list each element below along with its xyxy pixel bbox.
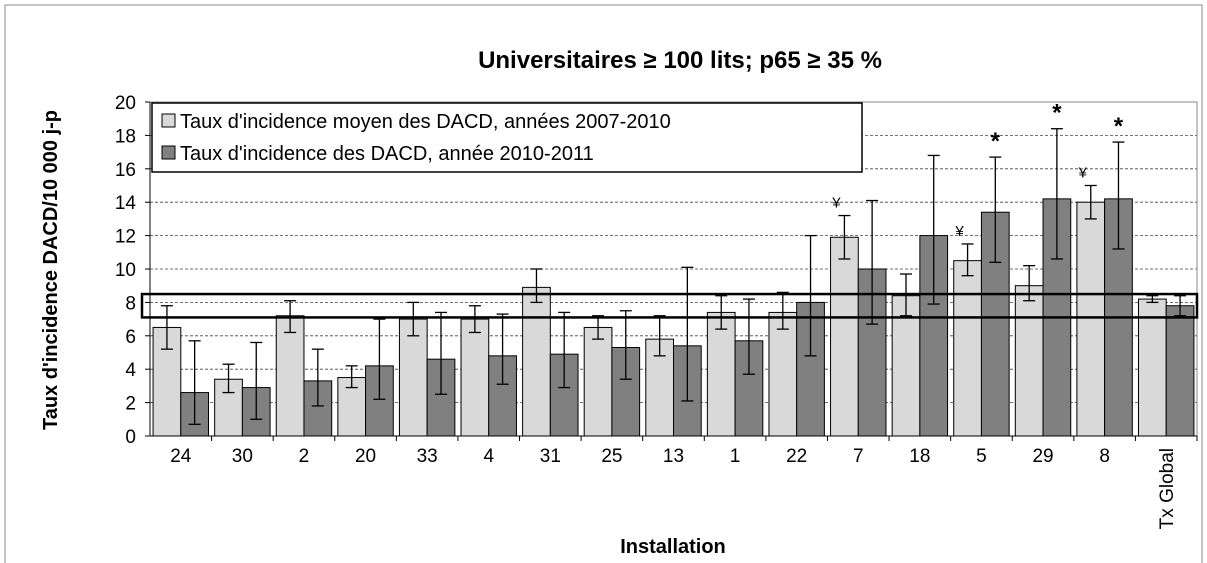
x-tick-label: 29: [1032, 446, 1053, 467]
x-tick-label: 24: [170, 446, 192, 467]
error-bar: [592, 315, 605, 340]
error-bar: [558, 311, 571, 389]
y-tick-label: 0: [125, 427, 136, 448]
x-tick-label: 4: [483, 446, 494, 467]
legend-box: [151, 102, 863, 173]
y-axis-label: Taux d'incidence DACD/10 000 j-p: [40, 110, 62, 430]
bar: [706, 311, 736, 437]
error-bar: [222, 363, 235, 394]
error-bar: [838, 214, 851, 260]
bar: [830, 236, 859, 437]
legend-swatch: [161, 113, 176, 128]
significance-marker: ¥: [831, 195, 841, 212]
error-bar: [250, 341, 263, 420]
legend-swatch: [161, 145, 176, 160]
x-tick-label: 25: [601, 446, 622, 467]
error-bar: [961, 243, 974, 277]
bar: [768, 311, 798, 437]
error-bar: [681, 266, 694, 402]
y-tick-label: 14: [115, 193, 137, 214]
bar: [1076, 201, 1106, 437]
error-bar: [311, 348, 324, 407]
x-tick-label: 30: [232, 446, 253, 467]
x-tick-label: 1: [730, 446, 741, 467]
error-bar: [804, 234, 817, 357]
x-tick-label: 31: [540, 446, 561, 467]
bar: [953, 260, 982, 437]
x-tick-label: 8: [1099, 446, 1110, 467]
bar: [583, 326, 613, 437]
x-tick-label: 22: [786, 446, 807, 467]
y-tick-label: 8: [125, 293, 136, 314]
y-tick-label: 2: [125, 394, 136, 415]
bar: [1137, 298, 1167, 437]
significance-marker: ¥: [1078, 165, 1088, 182]
y-tick-label: 12: [115, 227, 136, 248]
bar: [275, 315, 305, 437]
error-bar: [1050, 128, 1063, 260]
x-tick-label: 5: [976, 446, 987, 467]
error-bar: [530, 268, 543, 304]
x-tick-label: 33: [417, 446, 438, 467]
legend: Taux d'incidence moyen des DACD, années …: [151, 102, 863, 173]
error-bar: [1084, 184, 1097, 220]
y-tick-label: 10: [115, 260, 136, 281]
error-bar: [496, 313, 509, 385]
significance-marker: *: [991, 128, 1001, 155]
y-tick-label: 6: [125, 327, 136, 348]
error-bar: [989, 156, 1002, 263]
error-bar: [776, 291, 789, 330]
x-tick-label: 2: [299, 446, 310, 467]
x-tick-label: Tx Global: [1157, 448, 1178, 529]
x-tick-label: 18: [909, 446, 930, 467]
error-bar: [866, 199, 879, 325]
x-tick-label: 13: [663, 446, 684, 467]
error-bar: [373, 318, 386, 400]
error-bar: [468, 305, 481, 334]
error-bar: [345, 365, 358, 389]
y-tick-label: 20: [115, 93, 136, 114]
error-bar: [188, 340, 201, 425]
bar: [522, 286, 551, 437]
legend-label: Taux d'incidence moyen des DACD, années …: [180, 111, 671, 133]
bar: [460, 318, 490, 437]
bar: [1165, 305, 1195, 437]
y-tick-label: 16: [115, 160, 136, 181]
error-bar: [742, 298, 755, 375]
legend-label: Taux d'incidence des DACD, année 2010-20…: [180, 143, 594, 165]
error-bar: [927, 154, 940, 305]
x-axis-label: Installation: [620, 536, 726, 558]
significance-marker: *: [1114, 113, 1124, 140]
x-tick-label: 20: [355, 446, 376, 467]
error-bar: [715, 295, 728, 330]
error-bar: [1112, 141, 1125, 250]
error-bar: [160, 305, 173, 350]
y-tick-label: 18: [115, 126, 136, 147]
chart-title: Universitaires ≥ 100 lits; p65 ≥ 35 %: [478, 47, 882, 74]
bar: [1014, 285, 1044, 437]
error-bar: [1146, 295, 1159, 304]
error-bar: [653, 315, 666, 357]
reference-band: [140, 292, 1199, 319]
x-tick-label: 7: [853, 446, 864, 467]
significance-marker: *: [1052, 100, 1062, 127]
y-tick-label: 4: [125, 360, 136, 381]
chart-border: [4, 4, 1203, 563]
error-bar: [1174, 295, 1187, 317]
bar: [398, 318, 428, 437]
error-bar: [407, 301, 420, 337]
significance-marker: ¥: [954, 223, 964, 240]
error-bar: [619, 310, 632, 380]
error-bar: [435, 311, 448, 395]
